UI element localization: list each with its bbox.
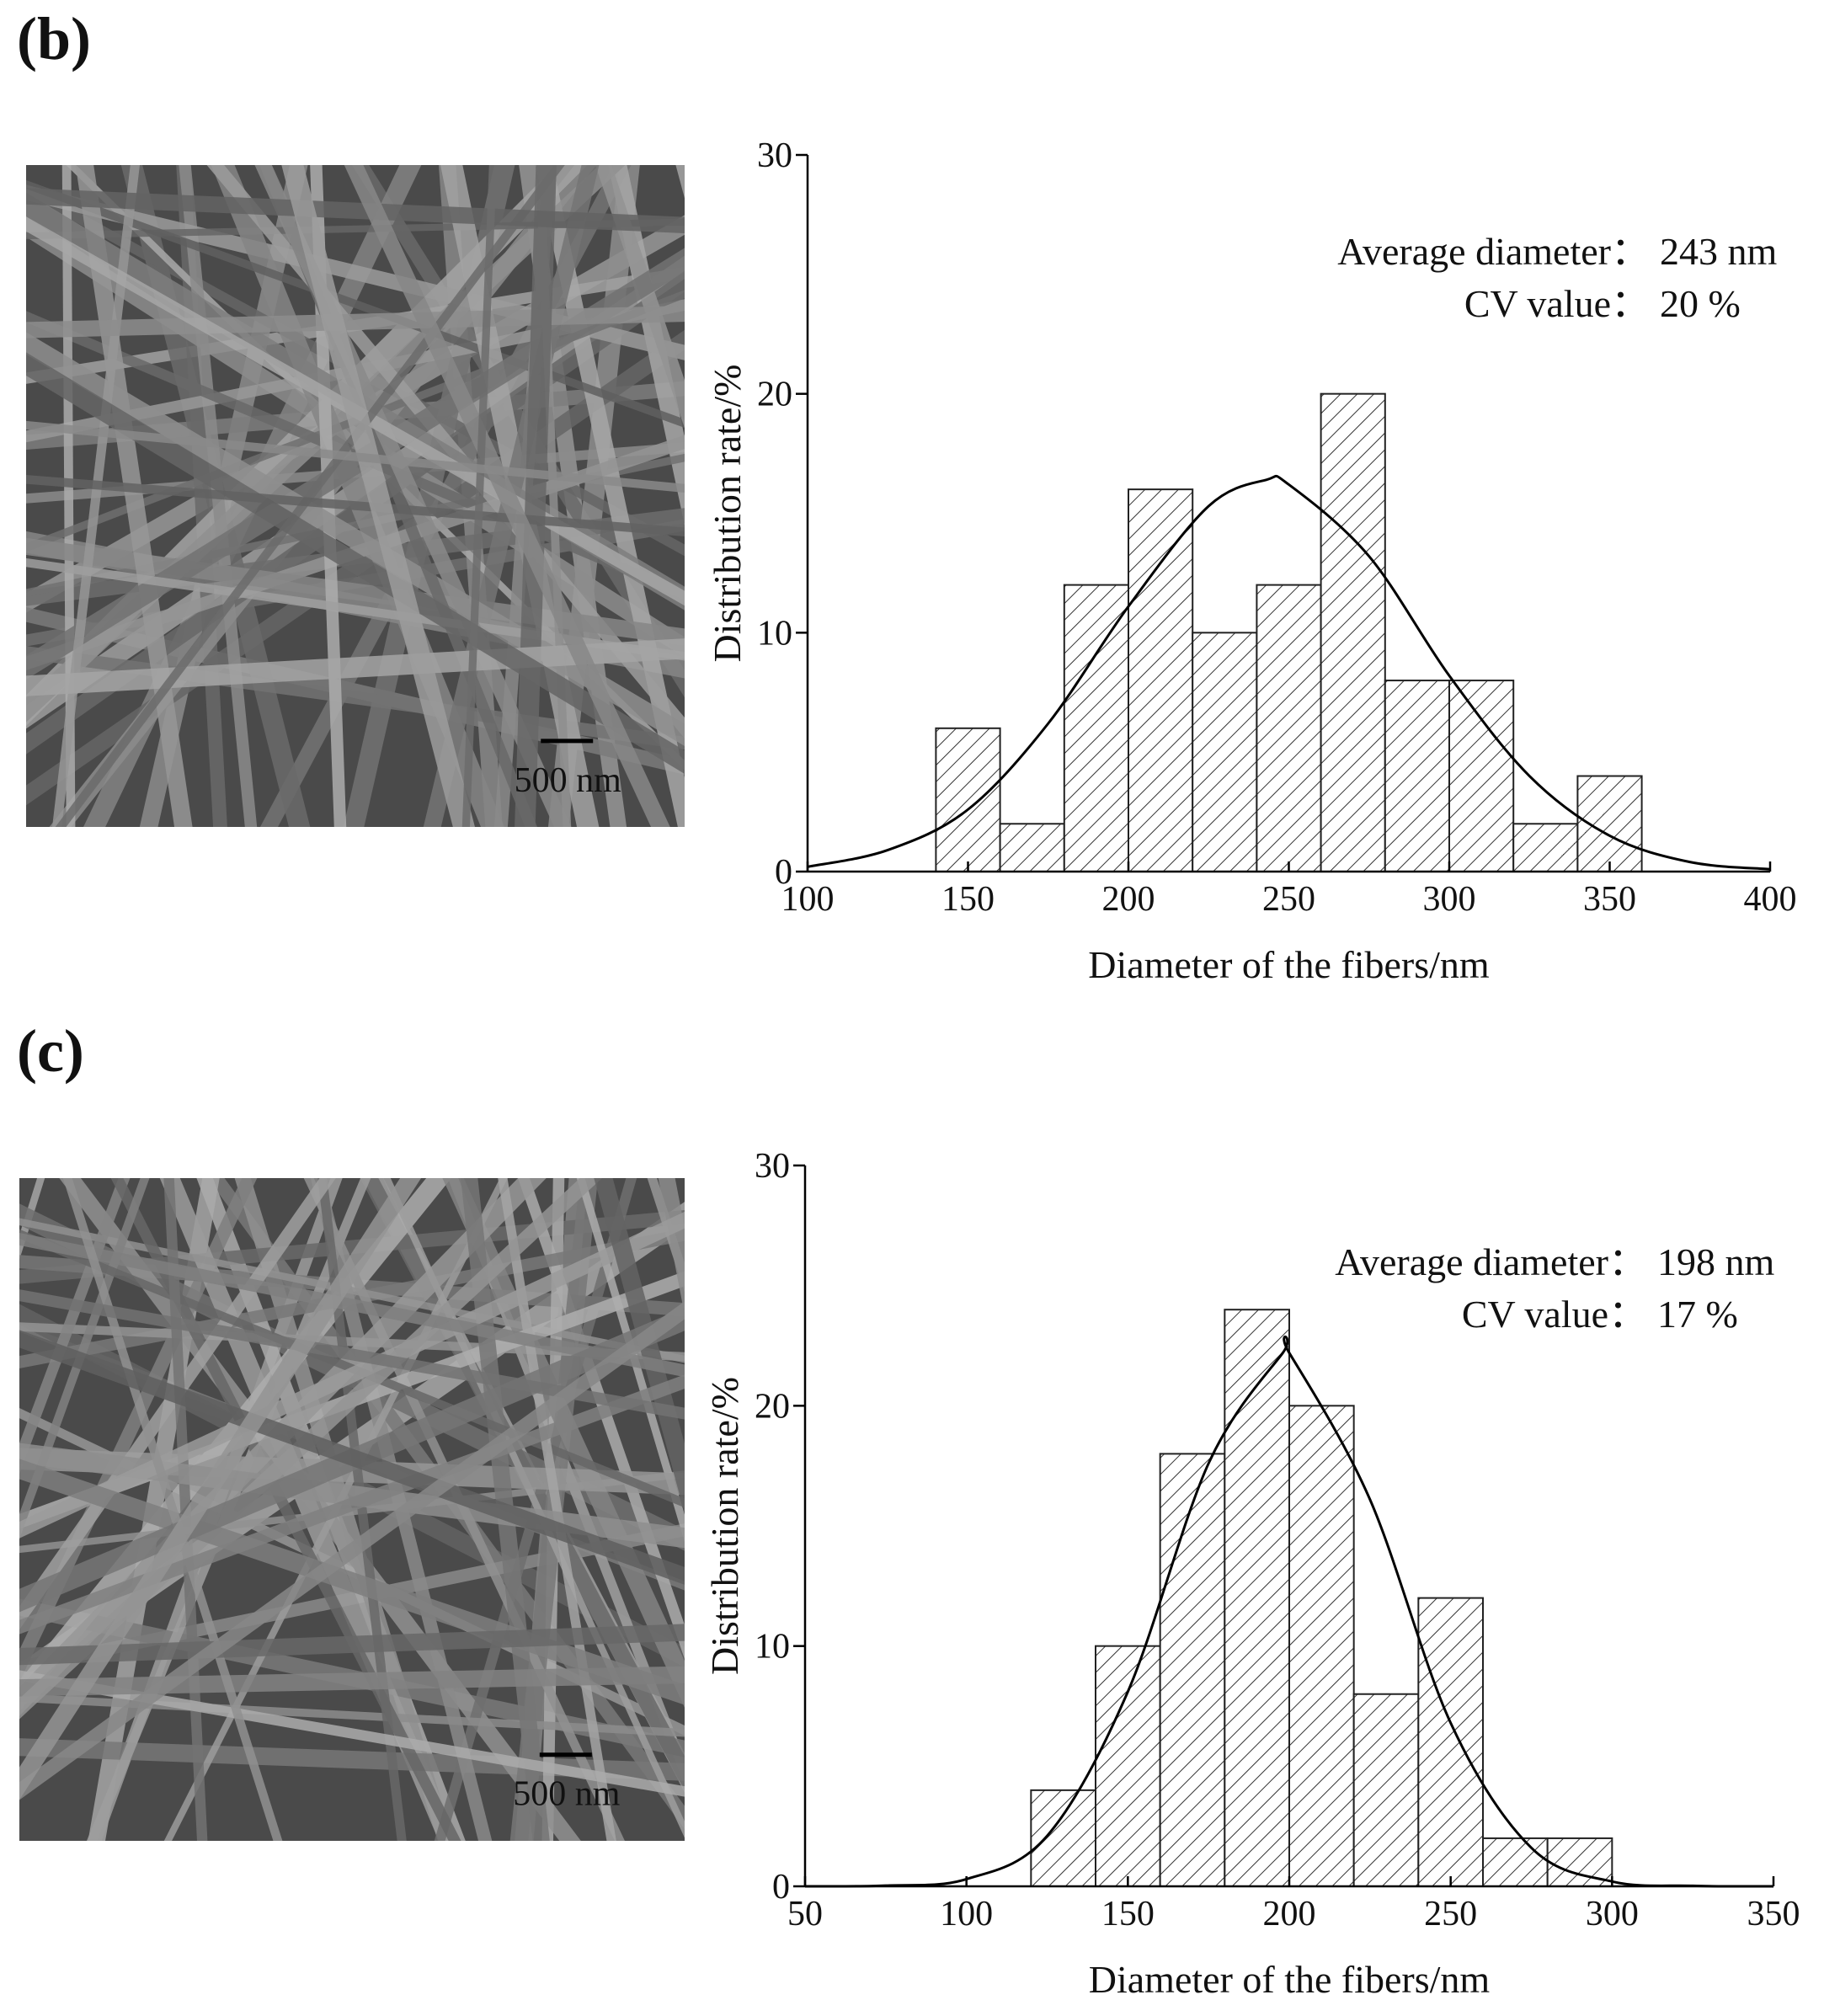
bar xyxy=(1224,1309,1291,1887)
fibers xyxy=(19,1178,685,1841)
x-tick-label: 50 xyxy=(787,1895,823,1933)
annotation-value: 20 % xyxy=(1660,282,1741,325)
x-tick-label: 150 xyxy=(941,880,995,919)
bar xyxy=(1320,392,1386,872)
x-tick-label: 250 xyxy=(1262,880,1315,919)
fiber xyxy=(19,1443,685,1549)
x-axis-title: Diameter of the fibers/nm xyxy=(1088,943,1490,986)
annotation-value: 243 nm xyxy=(1660,230,1778,273)
bar xyxy=(1128,488,1194,873)
fiber xyxy=(19,1301,685,1800)
sem-image: 500 nm xyxy=(19,1178,685,1841)
fit-curve xyxy=(804,1335,1774,1888)
x-tick-label: 200 xyxy=(1102,880,1155,919)
bar xyxy=(1095,1645,1161,1887)
fiber xyxy=(26,537,685,646)
fiber xyxy=(344,165,670,827)
fiber xyxy=(515,165,557,827)
fiber xyxy=(360,1178,685,1791)
bar xyxy=(999,823,1065,872)
x-axis-title: Diameter of the fibers/nm xyxy=(1089,1958,1491,2001)
fiber xyxy=(658,1178,685,1315)
bar xyxy=(1417,1597,1485,1887)
y-tick-label: 10 xyxy=(757,614,792,653)
x-tick-label: 350 xyxy=(1747,1895,1800,1933)
y-tick-label: 30 xyxy=(757,136,792,175)
fiber xyxy=(26,420,685,493)
y-tick-label: 20 xyxy=(757,376,792,414)
bar xyxy=(1384,680,1451,872)
sem-image: 500 nm xyxy=(26,165,685,827)
fiber xyxy=(55,165,565,827)
bar xyxy=(1352,1693,1420,1887)
fiber xyxy=(595,165,685,429)
annotation-value: 17 % xyxy=(1657,1293,1738,1336)
fiber xyxy=(26,305,685,339)
fiber xyxy=(19,1178,422,1800)
scale-bar-label: 500 nm xyxy=(515,761,622,800)
y-tick-label: 0 xyxy=(775,853,792,892)
annotation-label: CV value： xyxy=(1462,1293,1647,1336)
annotation-label: Average diameter： xyxy=(1337,230,1650,273)
fiber xyxy=(26,188,685,233)
y-tick-label: 0 xyxy=(772,1868,790,1907)
annotation-label: Average diameter： xyxy=(1335,1240,1647,1283)
fiber xyxy=(281,165,475,827)
fit-curve xyxy=(807,474,1771,871)
x-tick-label: 100 xyxy=(781,880,835,919)
fiber xyxy=(19,1693,685,1737)
fiber xyxy=(19,1178,336,1630)
x-tick-label: 300 xyxy=(1586,1895,1639,1933)
y-tick-label: 30 xyxy=(755,1147,790,1186)
bar xyxy=(1512,823,1579,872)
fiber xyxy=(461,165,497,827)
fiber xyxy=(19,1459,685,1705)
fiber xyxy=(498,1178,616,1841)
scale-bar-label: 500 nm xyxy=(513,1775,621,1814)
bar xyxy=(1448,680,1515,872)
fiber xyxy=(317,1178,407,1841)
y-axis-title: Distribution rate/% xyxy=(706,365,749,663)
y-tick-label: 20 xyxy=(755,1387,790,1426)
panel-label: (c) xyxy=(17,1017,84,1085)
x-tick-label: 400 xyxy=(1744,880,1797,919)
fiber xyxy=(442,1178,685,1708)
y-tick-label: 10 xyxy=(755,1628,790,1667)
x-tick-label: 100 xyxy=(940,1895,993,1933)
annotation-value: 198 nm xyxy=(1657,1240,1775,1283)
bar xyxy=(1192,632,1258,872)
bar xyxy=(1256,584,1322,872)
fiber xyxy=(26,179,685,428)
fiber xyxy=(594,1178,685,1514)
bar xyxy=(1159,1453,1226,1887)
x-tick-label: 300 xyxy=(1423,880,1476,919)
bar xyxy=(1482,1837,1549,1888)
fiber xyxy=(26,474,685,537)
bar xyxy=(1546,1837,1613,1888)
fiber xyxy=(206,165,685,739)
x-tick-label: 250 xyxy=(1424,1895,1477,1933)
fiber xyxy=(351,165,685,698)
fiber xyxy=(19,1289,685,1420)
fiber xyxy=(163,1178,208,1841)
bar xyxy=(1030,1789,1097,1888)
fiber xyxy=(19,1330,685,1585)
x-tick-label: 150 xyxy=(1101,1895,1155,1933)
bar xyxy=(1063,584,1130,872)
fiber xyxy=(19,1374,685,1635)
y-axis-title: Distribution rate/% xyxy=(703,1377,746,1675)
bar xyxy=(935,727,1001,872)
bar xyxy=(1288,1405,1355,1888)
x-tick-label: 350 xyxy=(1583,880,1636,919)
x-tick-label: 200 xyxy=(1263,1895,1316,1933)
fiber xyxy=(26,638,685,696)
fibers xyxy=(26,165,685,827)
annotation-label: CV value： xyxy=(1464,282,1650,325)
fiber xyxy=(62,1178,283,1841)
fiber xyxy=(52,165,140,827)
panel-label: (b) xyxy=(17,5,91,72)
fiber xyxy=(26,646,685,750)
